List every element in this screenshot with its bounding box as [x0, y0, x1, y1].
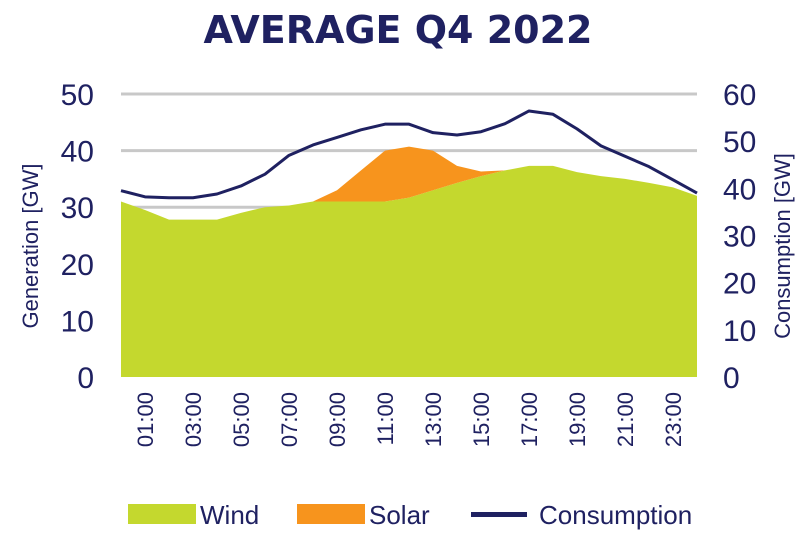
x-axis-ticks: 01:00 03:00 05:00 07:00 09:00 11:00 13:00 15:00…	[133, 392, 686, 447]
y2-tick-label: 20	[723, 268, 756, 301]
y-tick-label: 20	[61, 249, 94, 282]
y2-tick-label: 30	[723, 221, 756, 254]
chart-title: AVERAGE Q4 2022	[204, 8, 593, 52]
y2-tick-label: 0	[723, 362, 740, 395]
area-solar	[121, 146, 697, 220]
x-tick-label: 09:00	[325, 392, 350, 447]
y2-tick-label: 10	[723, 315, 756, 348]
legend-swatch-solar	[297, 504, 365, 524]
legend-swatch-wind	[128, 504, 196, 524]
x-tick-label: 03:00	[181, 392, 206, 447]
y-axis-ticks: 0 10 20 30 40 50	[61, 79, 94, 395]
plot-areas	[121, 146, 697, 377]
y2-tick-label: 40	[723, 173, 756, 206]
line-consumption	[120, 109, 698, 200]
y-tick-label: 50	[61, 79, 94, 112]
y-tick-label: 10	[61, 305, 94, 338]
x-tick-label: 13:00	[421, 392, 446, 447]
y2-axis-label: Consumption [GW]	[770, 153, 795, 339]
x-tick-label: 11:00	[373, 392, 398, 445]
x-tick-label: 21:00	[613, 392, 638, 447]
y-tick-label: 0	[77, 362, 94, 395]
plot-lines	[120, 109, 698, 200]
x-tick-label: 23:00	[661, 392, 686, 447]
x-tick-label: 05:00	[229, 392, 254, 447]
area-wind	[121, 165, 697, 377]
legend-swatch-consumption	[471, 512, 527, 517]
x-tick-label: 17:00	[517, 392, 542, 447]
y2-axis-ticks: 0 10 20 30 40 50 60	[723, 79, 756, 395]
y-tick-label: 30	[61, 192, 94, 225]
x-tick-label: 19:00	[565, 392, 590, 447]
y2-tick-label: 50	[723, 126, 756, 159]
x-tick-label: 15:00	[469, 392, 494, 447]
y-axis-label: Generation [GW]	[18, 163, 43, 328]
legend-label-consumption: Consumption	[539, 500, 692, 530]
x-tick-label: 01:00	[133, 392, 158, 447]
y-tick-label: 40	[61, 136, 94, 169]
x-tick-label: 07:00	[277, 392, 302, 447]
y2-tick-label: 60	[723, 79, 756, 112]
legend: Wind Solar Consumption	[128, 500, 692, 530]
legend-label-solar: Solar	[369, 500, 430, 530]
legend-label-wind: Wind	[200, 500, 259, 530]
